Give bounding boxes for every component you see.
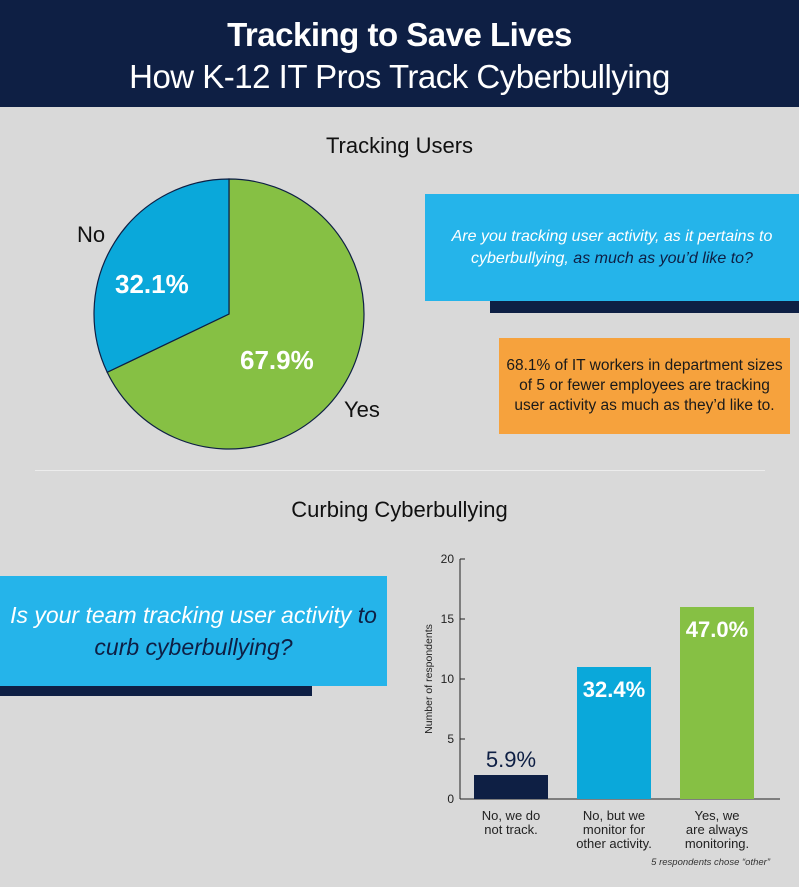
section-divider (35, 470, 765, 471)
bar-value-label: 47.0% (686, 617, 748, 642)
pie-legend-no: No (77, 222, 106, 247)
question1-part2: as much as you’d like to? (568, 249, 753, 267)
page-title: Tracking to Save Lives (227, 16, 572, 53)
category-label: No, but we (583, 808, 645, 823)
bar-value-label: 32.4% (583, 677, 645, 702)
category-label: Yes, we (694, 808, 739, 823)
y-tick-label: 15 (441, 612, 455, 626)
stat-note-box: 68.1% of IT workers in department sizes … (499, 338, 790, 434)
pie-chart (93, 178, 365, 450)
header-banner: Tracking to Save Lives How K-12 IT Pros … (0, 0, 799, 107)
pie-slice-yes (106, 178, 365, 450)
question-box-2: Is your team tracking user activity to c… (0, 576, 387, 686)
y-tick-label: 10 (441, 672, 455, 686)
bar-value-label: 5.9% (486, 747, 536, 772)
question1-part1: Are you tracking user activity, as it pe… (451, 227, 773, 267)
section2-title: Curbing Cyberbullying (291, 497, 508, 522)
category-label: monitoring. (685, 836, 749, 851)
pie-legend-yes: Yes (344, 397, 380, 422)
footnote: 5 respondents chose “other” (651, 857, 770, 868)
y-tick-label: 5 (447, 732, 454, 746)
bar-3 (680, 607, 754, 799)
section1-title: Tracking Users (325, 133, 474, 158)
page-subtitle: How K-12 IT Pros Track Cyberbullying (129, 58, 670, 95)
bar-chart: 0 5 10 15 20 Number of respondents 5.9% No, we … (423, 552, 780, 851)
bar-1 (474, 775, 548, 799)
question-box-1: Are you tracking user activity, as it pe… (425, 194, 799, 301)
y-tick-label: 0 (447, 792, 454, 806)
pie-slice-no (93, 178, 230, 374)
category-label: are always (686, 822, 749, 837)
category-label: monitor for (583, 822, 646, 837)
bar-2 (577, 667, 651, 799)
category-label: other activity. (576, 836, 652, 851)
question2-part1: Is your team tracking user activity (10, 602, 352, 628)
category-label: not track. (484, 822, 537, 837)
y-tick-label: 20 (441, 552, 455, 566)
y-axis-label: Number of respondents (423, 624, 435, 734)
pie-value-yes: 67.9% (240, 345, 314, 375)
pie-value-no: 32.1% (115, 269, 189, 299)
category-label: No, we do (482, 808, 541, 823)
question2-part2: to curb cyberbullying? (94, 602, 377, 660)
